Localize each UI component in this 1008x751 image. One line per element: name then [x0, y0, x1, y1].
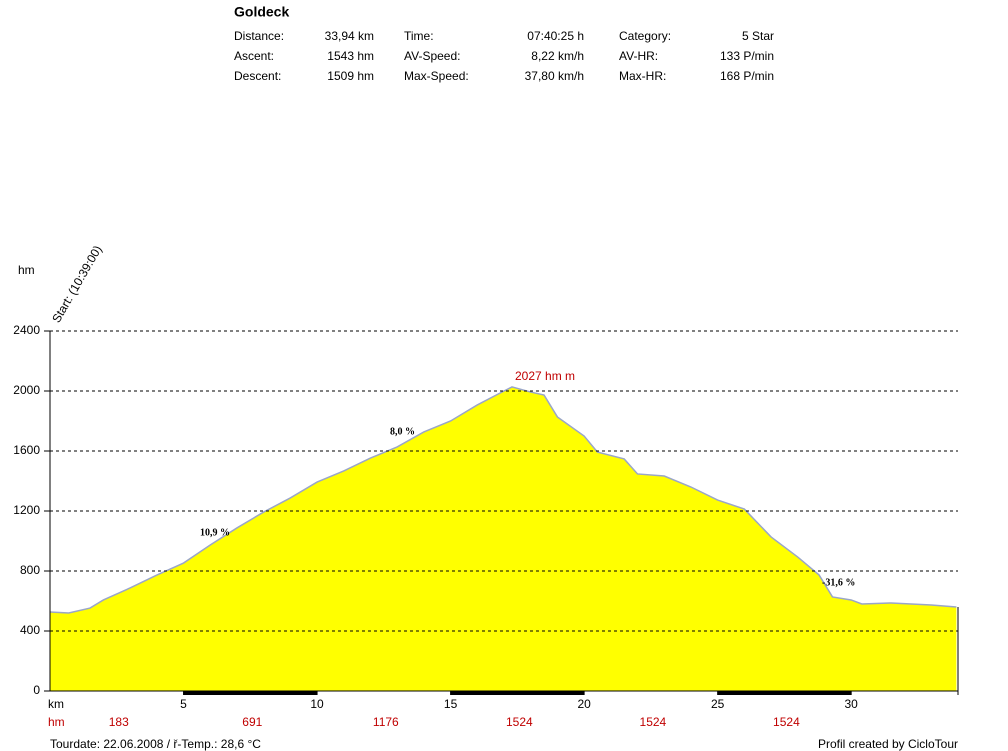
stat-label: Descent: — [234, 69, 281, 83]
annotation: 10,9 % — [200, 527, 230, 538]
stat-value: 168 P/min — [720, 69, 774, 83]
stat-label: Time: — [404, 29, 434, 43]
y-axis-label: hm — [18, 263, 35, 277]
stat-label: Max-HR: — [619, 69, 666, 83]
stat-value: 5 Star — [742, 29, 774, 43]
stat-label: Ascent: — [234, 49, 274, 63]
stat-label: Category: — [619, 29, 671, 43]
stat-value: 8,22 km/h — [531, 49, 584, 63]
title: Goldeck — [234, 4, 289, 20]
segment-label: hm — [48, 715, 65, 729]
profile-line — [49, 386, 957, 614]
stat-value: 33,94 km — [325, 29, 374, 43]
y-tick-label: 800 — [20, 563, 40, 577]
segment-height: 1524 — [506, 715, 533, 729]
stat-value: 1543 hm — [327, 49, 374, 63]
y-tick-label: 400 — [20, 623, 40, 637]
segment-height: 183 — [109, 715, 129, 729]
x-tick-label: 25 — [711, 697, 725, 711]
stat-label: AV-Speed: — [404, 49, 460, 63]
segment-height: 1524 — [773, 715, 800, 729]
km-band — [450, 691, 585, 695]
stat-value: 37,80 km/h — [525, 69, 584, 83]
stat-value: 07:40:25 h — [527, 29, 584, 43]
footer-left: Tourdate: 22.06.2008 / ř-Temp.: 28,6 °C — [50, 737, 261, 751]
stat-label: Distance: — [234, 29, 284, 43]
km-band — [717, 691, 852, 695]
y-tick-label: 0 — [33, 683, 40, 697]
x-axis-label: km — [48, 697, 64, 711]
y-tick-label: 2400 — [13, 323, 40, 337]
stat-label: AV-HR: — [619, 49, 658, 63]
annotation: 2027 hm m — [515, 369, 575, 383]
stat-value: 1509 hm — [327, 69, 374, 83]
segment-height: 691 — [242, 715, 262, 729]
x-tick-label: 20 — [577, 697, 591, 711]
y-tick-label: 2000 — [13, 383, 40, 397]
segment-height: 1524 — [640, 715, 667, 729]
x-tick-label: 15 — [444, 697, 458, 711]
area — [50, 386, 957, 691]
segment-height: 1176 — [373, 715, 399, 729]
start-label: Start: (10:39:00) — [49, 243, 104, 325]
x-tick-label: 10 — [310, 697, 324, 711]
y-tick-label: 1600 — [13, 443, 40, 457]
km-band — [183, 691, 318, 695]
y-tick-label: 1200 — [13, 503, 40, 517]
x-tick-label: 5 — [180, 697, 187, 711]
stat-value: 133 P/min — [720, 49, 774, 63]
stat-label: Max-Speed: — [404, 69, 469, 83]
annotation: 8,0 % — [390, 426, 415, 437]
x-tick-label: 30 — [844, 697, 858, 711]
footer-right: Profil created by CicloTour — [818, 737, 958, 751]
annotation: -31,6 % — [822, 577, 855, 588]
